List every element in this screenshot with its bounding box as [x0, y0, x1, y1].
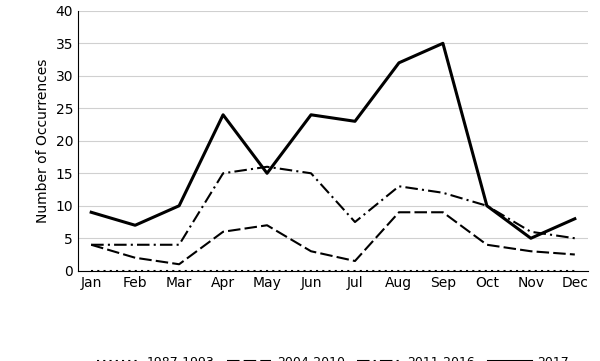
- Y-axis label: Number of Occurrences: Number of Occurrences: [36, 58, 50, 223]
- Legend: 1987-1993, 2004-2010, 2011-2016, 2017: 1987-1993, 2004-2010, 2011-2016, 2017: [92, 351, 574, 361]
